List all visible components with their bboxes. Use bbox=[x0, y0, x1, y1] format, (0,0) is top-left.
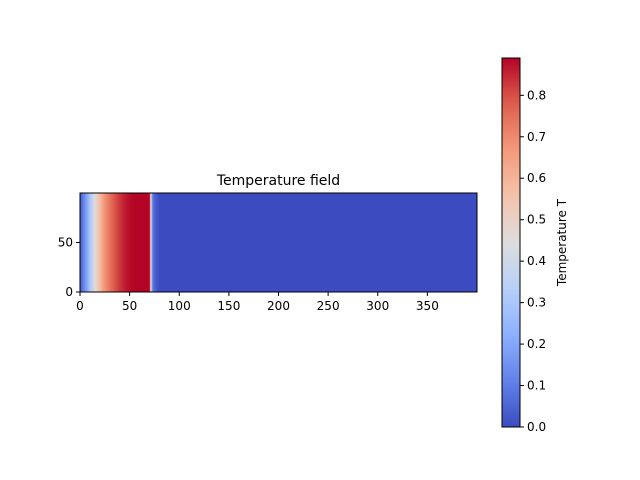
colorbar-tick-label: 0.8 bbox=[527, 88, 546, 102]
colorbar-tick-label: 0.3 bbox=[527, 296, 546, 310]
x-tick-label: 50 bbox=[122, 299, 137, 313]
colorbar-tick-label: 0.1 bbox=[527, 379, 546, 393]
x-tick-label: 350 bbox=[416, 299, 439, 313]
x-tick-label: 200 bbox=[267, 299, 290, 313]
x-tick-label: 250 bbox=[317, 299, 340, 313]
y-tick-label: 50 bbox=[58, 236, 73, 250]
y-tick-label: 0 bbox=[65, 285, 73, 299]
colorbar-tick-label: 0.5 bbox=[527, 213, 546, 227]
colorbar-tick-label: 0.7 bbox=[527, 130, 546, 144]
x-tick-label: 300 bbox=[366, 299, 389, 313]
chart-title: Temperature field bbox=[216, 173, 340, 189]
colorbar-tick-label: 0.0 bbox=[527, 420, 546, 434]
colorbar-tick-label: 0.4 bbox=[527, 254, 546, 268]
colorbar: 0.0 0.1 0.2 0.3 0.4 0.5 0.6 0.7 0.8 Temperature T bbox=[501, 57, 569, 434]
colorbar-label: Temperature T bbox=[555, 198, 569, 287]
plot-area: 0 50 100 150 200 250 300 350 0 50 Temperature fiel… bbox=[58, 173, 478, 313]
heatmap-field bbox=[80, 193, 477, 292]
colorbar-gradient bbox=[501, 57, 521, 428]
colorbar-tick-label: 0.6 bbox=[527, 171, 546, 185]
colorbar-tick-label: 0.2 bbox=[527, 337, 546, 351]
x-tick-label: 100 bbox=[168, 299, 191, 313]
x-tick-label: 150 bbox=[217, 299, 240, 313]
x-tick-label: 0 bbox=[76, 299, 84, 313]
